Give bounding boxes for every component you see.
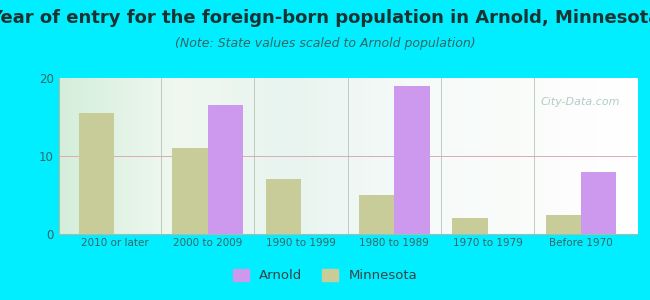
Bar bbox=[581, 172, 616, 234]
Bar bbox=[79, 113, 114, 234]
Bar bbox=[359, 195, 395, 234]
Text: Year of entry for the foreign-born population in Arnold, Minnesota: Year of entry for the foreign-born popul… bbox=[0, 9, 650, 27]
Text: City-Data.com: City-Data.com bbox=[540, 97, 619, 107]
Text: (Note: State values scaled to Arnold population): (Note: State values scaled to Arnold pop… bbox=[175, 38, 475, 50]
Bar bbox=[452, 218, 488, 234]
Legend: Arnold, Minnesota: Arnold, Minnesota bbox=[226, 262, 424, 289]
Bar bbox=[172, 148, 208, 234]
Bar bbox=[545, 214, 581, 234]
Bar bbox=[266, 179, 301, 234]
Bar bbox=[395, 86, 430, 234]
Bar bbox=[208, 105, 243, 234]
